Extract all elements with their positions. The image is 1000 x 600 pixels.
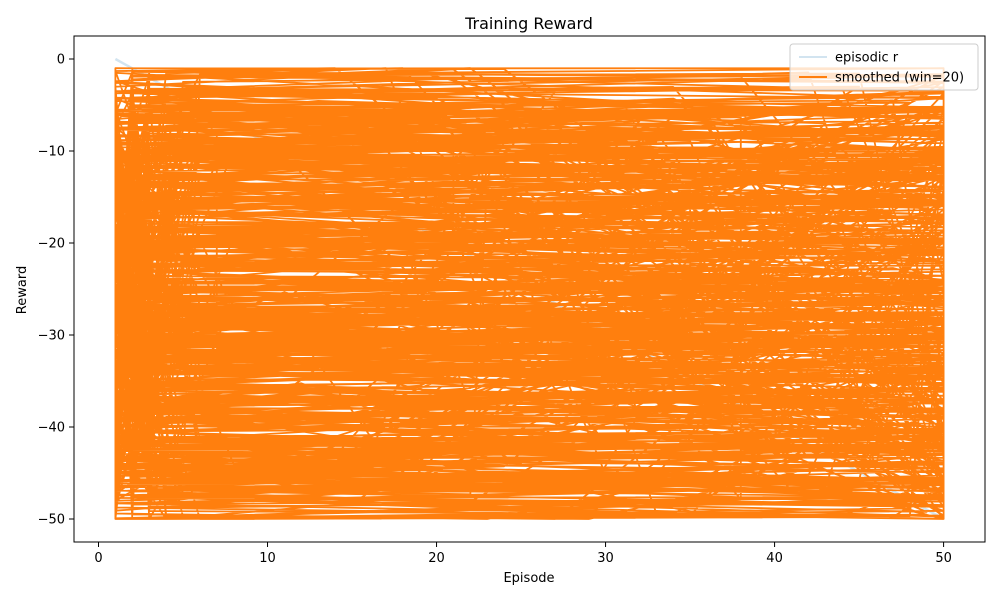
chart-title: Training Reward [464, 14, 593, 33]
x-tick-label: 30 [597, 551, 614, 566]
series-line-smoothed [114, 67, 945, 520]
axes-frame [73, 35, 986, 543]
x-tick-label: 10 [259, 551, 276, 566]
y-tick-label: −10 [38, 145, 65, 160]
legend-label-episodic: episodic r [835, 51, 899, 66]
plot-area [114, 57, 945, 521]
x-tick-label: 20 [428, 551, 445, 566]
y-tick-label: −30 [38, 329, 65, 344]
y-tick-label: −20 [38, 237, 65, 252]
x-axis-label: Episode [503, 571, 554, 586]
x-tick-label: 0 [94, 551, 102, 566]
y-axis-label: Reward [15, 266, 30, 314]
legend-label-smoothed: smoothed (win=20) [835, 71, 964, 86]
x-tick-label: 50 [935, 551, 952, 566]
legend: episodic r smoothed (win=20) [789, 43, 979, 91]
legend-box [789, 43, 979, 91]
y-tick-label: 0 [57, 53, 65, 68]
series-group [114, 57, 945, 521]
y-tick-label: −50 [38, 513, 65, 528]
y-tick-label: −40 [38, 421, 65, 436]
x-tick-label: 40 [766, 551, 783, 566]
axes: 0 10 20 30 40 50 0 −10 −20 −30 −40 −50 [38, 35, 986, 566]
